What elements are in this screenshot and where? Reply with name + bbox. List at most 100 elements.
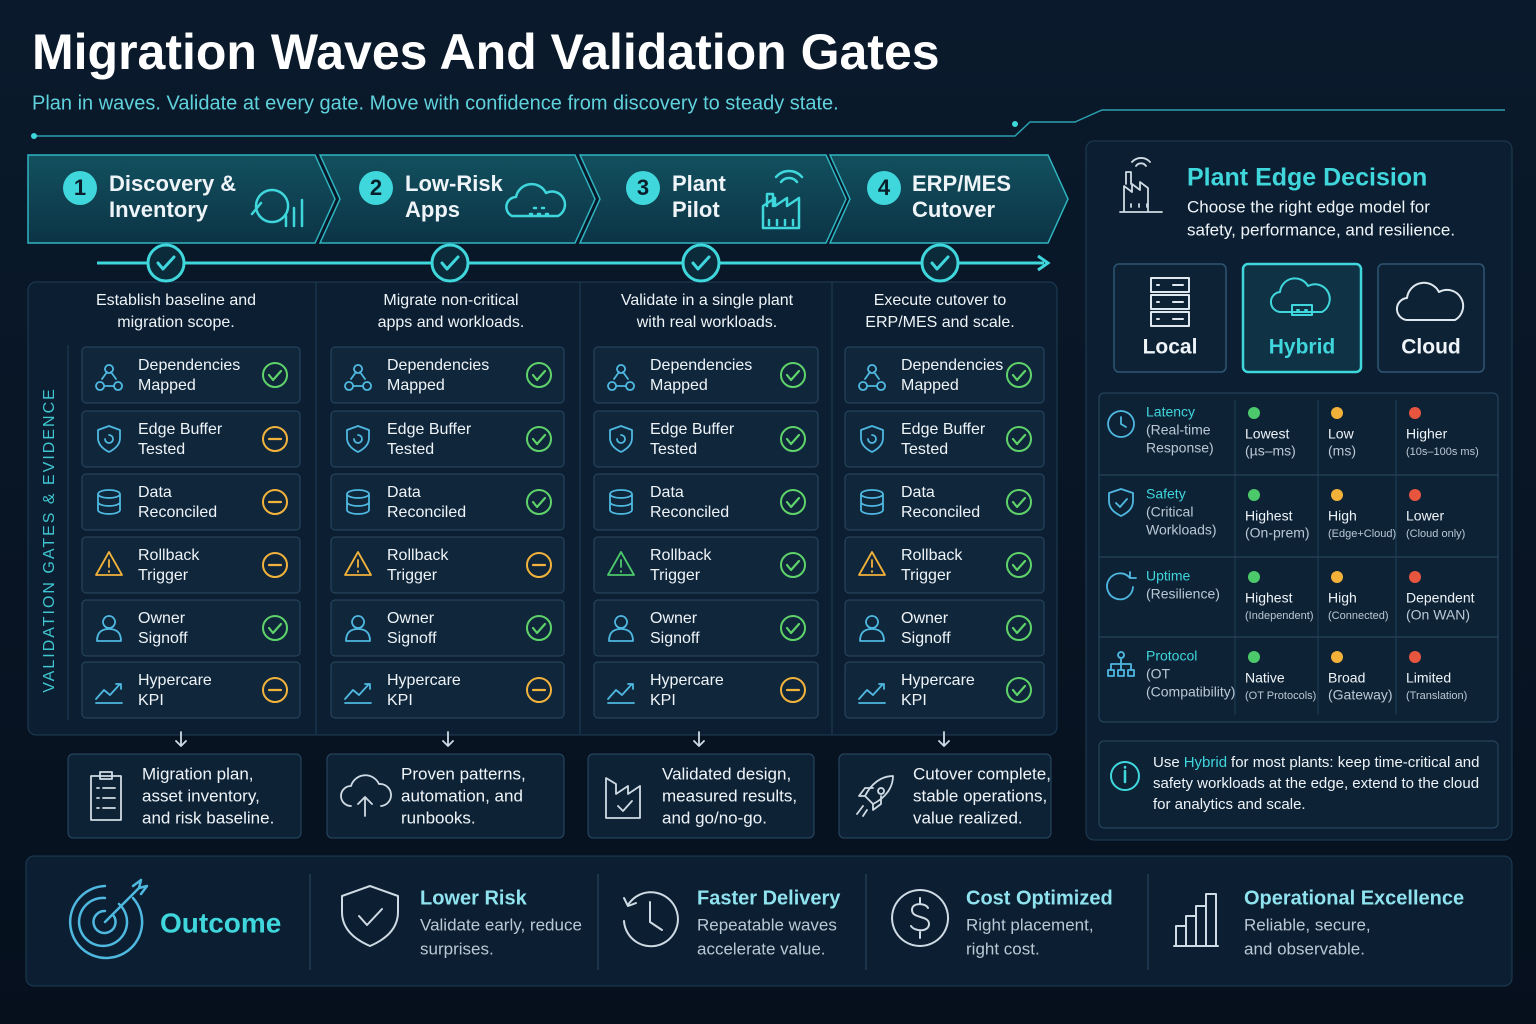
output-text: and risk baseline.	[142, 808, 274, 827]
gate-label: Hypercare	[387, 672, 461, 689]
criterion-detail: Workloads)	[1146, 522, 1217, 538]
decor-dot	[1012, 121, 1018, 127]
cell-detail: (Edge+Cloud)	[1328, 528, 1396, 540]
gate-label: Edge Buffer	[138, 421, 223, 438]
cell-label: Highest	[1245, 508, 1293, 524]
flow-arrow	[442, 731, 454, 747]
gate-card	[844, 661, 1045, 719]
gate-status	[262, 362, 288, 388]
gate-card	[81, 473, 301, 531]
output-icon	[340, 774, 392, 817]
criterion-icon	[1107, 410, 1135, 438]
check-icon	[930, 255, 950, 271]
level-dot	[1331, 489, 1343, 501]
gate-card	[844, 473, 1045, 531]
criterion-detail: (Resilience)	[1146, 586, 1220, 602]
output-icon	[856, 775, 894, 817]
gate-status	[262, 489, 288, 515]
output-text: stable operations,	[913, 786, 1047, 805]
level-dot	[1409, 407, 1421, 419]
wave-chevron	[27, 154, 336, 244]
wave-title: Cutover	[912, 197, 996, 222]
gate-card	[81, 661, 301, 719]
criterion-detail: Response)	[1146, 440, 1214, 456]
outcome-icon	[68, 878, 149, 960]
criterion-detail: (OT	[1146, 666, 1171, 682]
timeline-arrow	[1037, 254, 1051, 272]
level-dot	[1248, 651, 1260, 663]
output-icon	[90, 771, 122, 821]
gate-icon	[344, 683, 372, 704]
gate-label: Tested	[387, 441, 434, 458]
flow-arrow	[175, 731, 187, 747]
status-check	[1011, 496, 1027, 509]
gate-status	[1006, 362, 1032, 388]
check-icon	[691, 255, 711, 271]
gate-icon	[607, 683, 635, 704]
cell-label: High	[1328, 508, 1357, 524]
gate-icon	[609, 489, 633, 515]
gate-label: Tested	[138, 441, 185, 458]
note-text: safety workloads at the edge, extend to …	[1153, 775, 1479, 792]
gate-status	[780, 552, 806, 578]
level-dot	[1331, 651, 1343, 663]
gate-icon	[345, 615, 371, 642]
gate-status	[526, 426, 552, 452]
cell-detail: (µs–ms)	[1245, 443, 1296, 459]
title: Migration Waves And Validation Gates	[32, 24, 940, 80]
gate-status	[780, 426, 806, 452]
cell-detail: (ms)	[1328, 443, 1356, 459]
gate-status	[1006, 677, 1032, 703]
cell-detail: (Independent)	[1245, 610, 1314, 622]
gate-card	[844, 346, 1045, 404]
benefit-text: surprises.	[420, 939, 494, 958]
subtitle: Plan in waves. Validate at every gate. M…	[32, 92, 839, 114]
wave-title: Discovery &	[109, 171, 236, 196]
gate-card	[593, 661, 819, 719]
decision-description: safety, performance, and resilience.	[1187, 220, 1455, 239]
wave-title: ERP/MES	[912, 171, 1011, 196]
gate-label: Reconciled	[901, 504, 980, 521]
gate-label: Rollback	[901, 547, 963, 564]
cell-detail: (Translation)	[1406, 690, 1467, 702]
criterion-detail: (Compatibility)	[1146, 684, 1235, 700]
gate-icon	[97, 425, 121, 453]
benefit-text: Right placement,	[966, 915, 1094, 934]
gate-card	[593, 536, 819, 594]
gate-label: KPI	[901, 692, 927, 709]
gate-card	[330, 599, 565, 657]
wave-title: Low-Risk	[405, 171, 504, 196]
wave-title: Pilot	[672, 197, 720, 222]
output-text: measured results,	[662, 786, 797, 805]
gate-label: Rollback	[138, 547, 200, 564]
wave-description: migration scope.	[117, 314, 234, 331]
wave-number: 1	[74, 175, 86, 200]
decision-icon	[1119, 157, 1163, 213]
gate-status	[526, 362, 552, 388]
note-text: Use	[1153, 754, 1180, 771]
gate-status	[780, 362, 806, 388]
gate-status	[262, 615, 288, 641]
status-check	[531, 433, 547, 446]
option-icon	[1270, 277, 1331, 316]
status-check	[531, 496, 547, 509]
gate-card	[81, 346, 301, 404]
criterion-icon	[1106, 571, 1137, 601]
status-check	[785, 433, 801, 446]
gate-card	[330, 536, 565, 594]
decor-dot	[31, 133, 37, 139]
gate-card	[330, 410, 565, 468]
gate-icon	[95, 364, 123, 391]
status-check	[785, 496, 801, 509]
level-dot	[1248, 489, 1260, 501]
wave-number-badge	[63, 171, 97, 205]
status-check	[267, 622, 283, 635]
wave-description: Migrate non-critical	[383, 292, 518, 309]
timeline-check	[681, 243, 721, 283]
gate-status	[1006, 489, 1032, 515]
gate-status	[262, 677, 288, 703]
gate-label: Mapped	[138, 377, 196, 394]
option-label: Cloud	[1401, 336, 1460, 359]
benefit-text: Validate early, reduce	[420, 915, 582, 934]
gate-icon	[607, 551, 635, 576]
